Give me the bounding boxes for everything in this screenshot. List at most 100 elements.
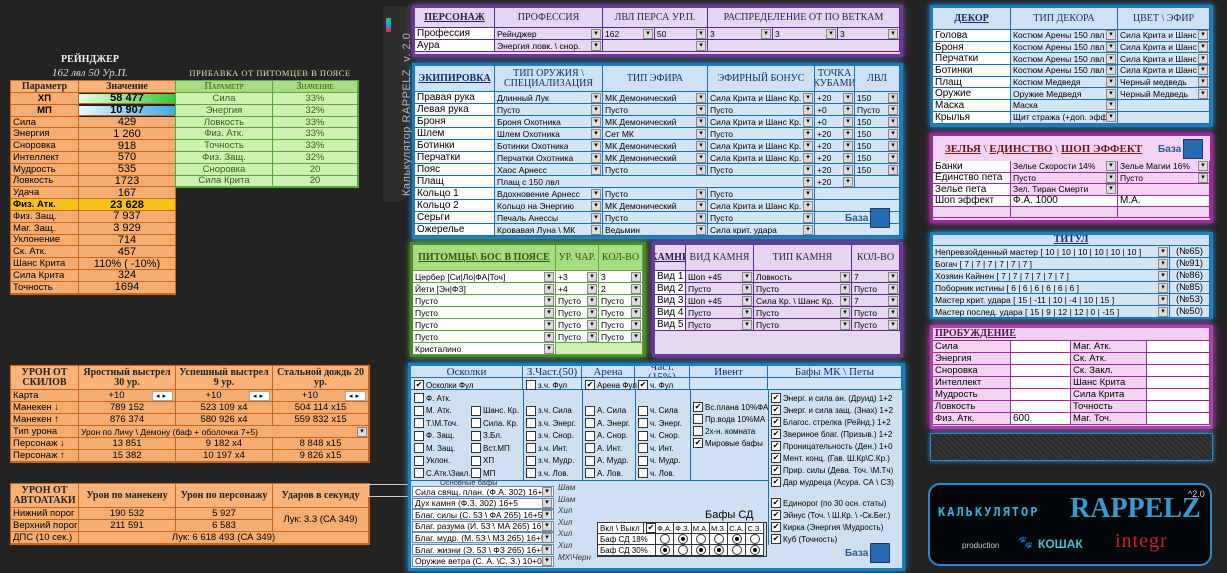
dropdown-arrow-icon[interactable]: ▾ <box>542 545 552 554</box>
dropdown[interactable]: 162 ▾ <box>603 28 655 40</box>
checkbox[interactable] <box>526 443 536 453</box>
checkbox[interactable]: ✔ <box>771 429 781 439</box>
stepper-cell[interactable]: +10 ◂▸ <box>273 390 369 402</box>
dropdown-arrow-icon[interactable]: ▾ <box>843 176 853 187</box>
radio-button[interactable] <box>677 534 688 544</box>
checkbox[interactable] <box>414 468 424 478</box>
stepper-cell[interactable]: +10 ◂▸ <box>79 390 176 402</box>
dropdown[interactable]: Сила Крита и Шанс Кр.▾ <box>1118 41 1210 54</box>
arena-checkbox[interactable]: А. Снор. <box>585 430 628 441</box>
dropdown[interactable]: 3 ▾ <box>773 28 838 40</box>
sd-radio-cell[interactable] <box>692 545 710 556</box>
checkbox[interactable] <box>471 430 481 441</box>
dropdown[interactable]: +4 ▾ <box>556 283 599 295</box>
dropdown[interactable]: Пусто ▾ <box>556 331 599 343</box>
dropdown-arrow-icon[interactable]: ▾ <box>888 295 898 306</box>
dropdown-arrow-icon[interactable]: ▾ <box>631 283 641 294</box>
dropdown-arrow-icon[interactable]: ▾ <box>587 283 597 294</box>
crumb-checkbox[interactable]: з.ч. Мудр. <box>526 455 574 466</box>
checkbox[interactable] <box>471 443 481 453</box>
dropdown-arrow-icon[interactable]: ▾ <box>1198 77 1208 88</box>
dropdown-arrow-icon[interactable]: ▾ <box>1106 53 1116 64</box>
dropdown[interactable]: 150 ▾ <box>855 164 900 176</box>
dropdown-arrow-icon[interactable]: ▾ <box>742 319 752 330</box>
checkbox[interactable]: ✔ <box>585 380 595 390</box>
awakening-input[interactable] <box>1011 377 1071 389</box>
dropdown-arrow-icon[interactable]: ▾ <box>1158 270 1168 281</box>
dropdown[interactable]: Пусто ▾ <box>754 307 852 319</box>
dropdown[interactable]: Маска ▾ <box>1011 100 1118 112</box>
dropdown-arrow-icon[interactable]: ▾ <box>888 128 898 139</box>
dropdown[interactable]: Пусто ▾ <box>686 319 754 331</box>
checkbox[interactable]: ✔ <box>638 380 648 390</box>
checkbox[interactable] <box>414 405 424 416</box>
checkbox[interactable]: ✔ <box>771 453 781 463</box>
mk-pet-buff-checkbox[interactable]: ✔ Благос. стрелка (Рейнд.) 1+2 <box>771 417 891 427</box>
dropdown-arrow-icon[interactable]: ▾ <box>840 283 850 294</box>
dropdown[interactable]: Пусто ▾ <box>413 307 556 319</box>
checkbox[interactable] <box>638 405 648 416</box>
spinner-arrows-icon[interactable]: ◂▸ <box>151 390 173 401</box>
checkbox[interactable] <box>471 468 481 478</box>
shard-checkbox[interactable]: Шанс. Кр. <box>471 405 519 416</box>
dropdown[interactable]: Зел. Тиран Смерти ▾ <box>1011 184 1118 196</box>
dropdown-arrow-icon[interactable]: ▾ <box>591 40 601 51</box>
dropdown-arrow-icon[interactable]: ▾ <box>803 152 813 163</box>
dropdown[interactable]: Пусто ▾ <box>413 319 556 331</box>
dropdown-arrow-icon[interactable]: ▾ <box>803 176 813 187</box>
dropdown-arrow-icon[interactable]: ▾ <box>542 510 552 520</box>
dropdown[interactable]: Черный Медведь ▾ <box>1118 88 1210 101</box>
main-buff-dropdown[interactable]: Дух камня (Ф.З. 302) 16+5 ▾ <box>412 497 554 509</box>
checkbox[interactable]: ✔ <box>646 523 655 533</box>
sd-toggle-checkbox[interactable]: ✔ <box>644 523 656 534</box>
dropdown-arrow-icon[interactable]: ▾ <box>696 140 706 151</box>
dropdown-arrow-icon[interactable]: ▾ <box>742 307 752 318</box>
checkbox[interactable] <box>693 426 703 436</box>
radio-button[interactable] <box>695 545 706 555</box>
dropdown-arrow-icon[interactable]: ▾ <box>542 556 552 566</box>
dropdown-arrow-icon[interactable]: ▾ <box>761 28 771 39</box>
arena-checkbox[interactable]: А. Энерг. <box>585 418 630 428</box>
sd-radio-cell[interactable] <box>710 545 728 556</box>
dropdown-arrow-icon[interactable]: ▾ <box>742 271 752 282</box>
dropdown[interactable]: Броня Охотника ▾ <box>495 116 603 128</box>
dropdown-arrow-icon[interactable]: ▾ <box>803 188 813 199</box>
dropdown[interactable]: Костюм Медведя ▾ <box>1011 76 1118 89</box>
checkbox[interactable] <box>414 443 424 453</box>
dropdown-arrow-icon[interactable]: ▾ <box>631 319 641 330</box>
dropdown[interactable]: Пусто ▾ <box>413 295 556 307</box>
sd-radio-cell[interactable] <box>656 534 674 545</box>
title-dropdown[interactable]: Непревзойденный мастер [ 10 | 10 | 10 | … <box>933 246 1170 258</box>
shard-checkbox[interactable]: Вст.МП <box>471 443 510 453</box>
dropdown-arrow-icon[interactable]: ▾ <box>803 164 813 175</box>
dropdown-arrow-icon[interactable]: ▾ <box>696 164 706 175</box>
sd-radio-cell[interactable] <box>710 534 728 545</box>
part-checkbox[interactable]: ч. Сила <box>638 405 678 416</box>
title-dropdown[interactable]: Поборник истины [ 6 | 6 | 6 | 6 | 6 | 6 … <box>933 282 1170 294</box>
dropdown-arrow-icon[interactable]: ▾ <box>591 164 601 175</box>
dropdown[interactable]: Кровавая Луна \ МК ▾ <box>495 224 603 236</box>
crumb-checkbox[interactable]: з.ч. Инт. <box>526 443 568 453</box>
mk-pet-buff-checkbox[interactable]: ✔ Энерг. и сила ан. (Друид) 1+2 <box>771 393 892 403</box>
dropdown-arrow-icon[interactable]: ▾ <box>888 140 898 151</box>
dropdown-arrow-icon[interactable]: ▾ <box>843 128 853 139</box>
dropdown[interactable]: Сила Крита и Шанс Кр.▾ <box>708 152 815 164</box>
checkbox[interactable] <box>638 455 648 466</box>
dropdown-arrow-icon[interactable]: ▾ <box>888 28 898 39</box>
dropdown[interactable]: +0 ▾ <box>815 116 855 128</box>
dropdown[interactable]: Сила Крита и Шанс Кр.▾ <box>1118 30 1210 42</box>
dropdown-arrow-icon[interactable]: ▾ <box>587 307 597 318</box>
dropdown-arrow-icon[interactable]: ▾ <box>591 28 601 39</box>
dropdown-arrow-icon[interactable]: ▾ <box>1158 282 1168 293</box>
dropdown-arrow-icon[interactable]: ▾ <box>843 116 853 127</box>
dropdown[interactable]: +3 ▾ <box>556 271 599 283</box>
dropdown-arrow-icon[interactable]: ▾ <box>542 521 552 531</box>
dropdown[interactable]: 150 ▾ <box>855 152 900 164</box>
checkbox[interactable]: ✔ <box>771 417 781 427</box>
sd-radio-cell[interactable] <box>746 534 764 545</box>
dropdown[interactable]: 50 ▾ <box>655 28 708 40</box>
dropdown-arrow-icon[interactable]: ▾ <box>591 224 601 235</box>
mk-pet-buff-checkbox[interactable]: ✔ Звериное благ. (Призыв.) 1+2 <box>771 429 892 439</box>
shard-checkbox[interactable]: Сила. Кр. <box>471 418 518 428</box>
mk-pet-buff-checkbox[interactable]: ✔ Дар мудреца (Асура. СА \ СЗ) <box>771 477 894 487</box>
